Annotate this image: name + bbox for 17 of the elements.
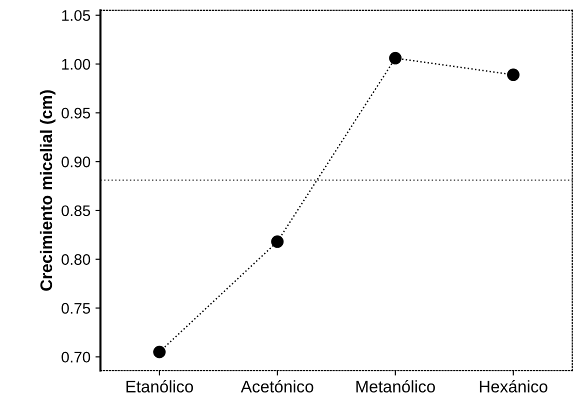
- y-tick-label: 0.85: [62, 205, 90, 216]
- x-tick-label: Metanólico: [356, 380, 435, 392]
- y-tick-label: 0.90: [62, 156, 90, 168]
- point: [271, 235, 284, 248]
- point: [507, 68, 520, 82]
- point: [153, 346, 166, 358]
- x-tick-label: Hexánico: [480, 380, 548, 392]
- y-tick-label: 1.00: [62, 58, 90, 70]
- x-tick-label: Acetónico: [240, 380, 314, 392]
- y-tick-label: 0.95: [62, 108, 90, 119]
- y-tick-label: 0.75: [62, 302, 90, 314]
- x-tick-label: Etanólico: [126, 380, 194, 392]
- y-tick-label: 0.80: [62, 254, 90, 265]
- y-axis-title: Crecimiento micelial (cm): [40, 90, 56, 291]
- y-tick-label: 1.05: [62, 10, 90, 21]
- point: [389, 52, 402, 64]
- y-tick-label: 0.70: [62, 352, 90, 363]
